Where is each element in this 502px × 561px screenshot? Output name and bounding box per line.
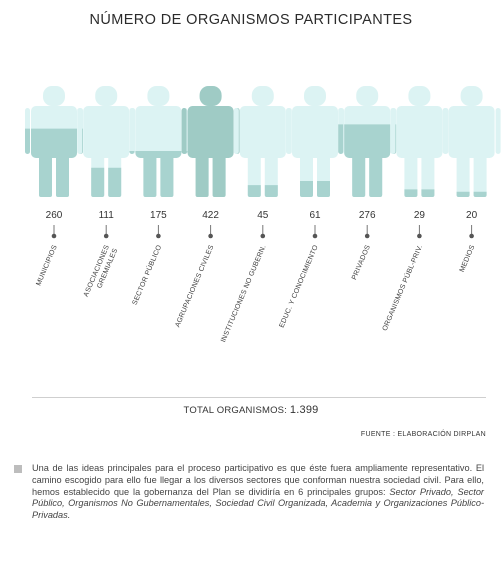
pictogram-3: 175 SECTOR PÚBLICO [129,86,188,306]
person-silhouette-icon [286,86,344,197]
person-fill-level [25,128,83,197]
category-label: INSTITUCIONES NO GUBERN. [220,244,268,344]
category-label: SECTOR PÚBLICO [130,243,164,306]
value-label: 45 [257,210,269,221]
person-silhouette-icon [442,86,501,197]
person-silhouette-icon [129,86,188,197]
value-label: 422 [202,210,219,221]
connector-dot [312,233,318,239]
pictogram-1: 260 MUNICIPIOS [25,86,83,287]
total-organisms: TOTAL ORGANISMOS: 1.399 [0,404,502,416]
category-label: ASOCIACIONESGREMIALES [83,244,120,302]
category-label: AGRUPACIONES CIVILES [174,244,215,328]
connector-dot [51,233,57,239]
value-label: 276 [359,210,376,221]
category-label: ORGANISMOS PÚBL-PRIV. [380,243,424,332]
pictogram-6: 61 EDUC. Y CONOCIMIENTO [279,86,344,329]
connector-dot [364,233,370,239]
category-label: MEDIOS [459,244,477,273]
value-label: 175 [150,210,167,221]
source-note: FUENTE : ELABORACIÓN DIRPLAN [360,431,486,438]
person-fill-level [129,150,188,197]
pictogram-4: 422 AGRUPACIONES CIVILES [174,86,240,328]
total-label: TOTAL ORGANISMOS: [183,405,288,416]
pictogram-chart: 260MUNICIPIOS111ASOCIACIONESGREMIALES175… [25,86,501,344]
person-silhouette-icon [390,86,449,197]
value-label: 61 [309,210,321,221]
square-bullet-icon [14,465,22,473]
value-label: 29 [414,210,426,221]
person-fill-level [91,167,122,197]
value-label: 111 [99,210,115,221]
connector-dot [103,233,109,239]
connector-dot [417,233,422,239]
person-silhouette-icon [77,86,136,197]
chart-title: NÚMERO DE ORGANISMOS PARTICIPANTES [89,12,413,28]
category-label: PRIVADOS [351,244,372,281]
description-groups: Sector Privado, Sector Público, Organism… [32,486,484,521]
category-label: EDUC. Y CONOCIMIENTO [279,244,320,329]
total-value: 1.399 [289,404,319,416]
connector-dot [260,233,266,239]
person-fill-level [404,189,435,197]
person-fill-level [247,185,278,197]
pictogram-2: 111 ASOCIACIONESGREMIALES [77,86,136,302]
person-fill-level [456,191,487,197]
category-label: MUNICIPIOS [35,244,59,287]
value-label: 260 [46,210,63,221]
connector-dot [156,233,161,239]
person-fill-level [300,180,330,197]
divider-line [32,397,486,398]
description-text: Una de las ideas principales para el pro… [32,463,484,497]
value-label: 20 [466,210,478,221]
pictogram-7: 276 PRIVADOS [338,86,397,281]
person-fill-level [181,86,240,197]
connector-dot [208,233,213,239]
pictogram-9: 20 MEDIOS [442,86,501,273]
person-silhouette-icon [233,86,292,197]
description-paragraph: Una de las ideas principales para el pro… [14,463,484,522]
connector-dot [469,233,474,239]
